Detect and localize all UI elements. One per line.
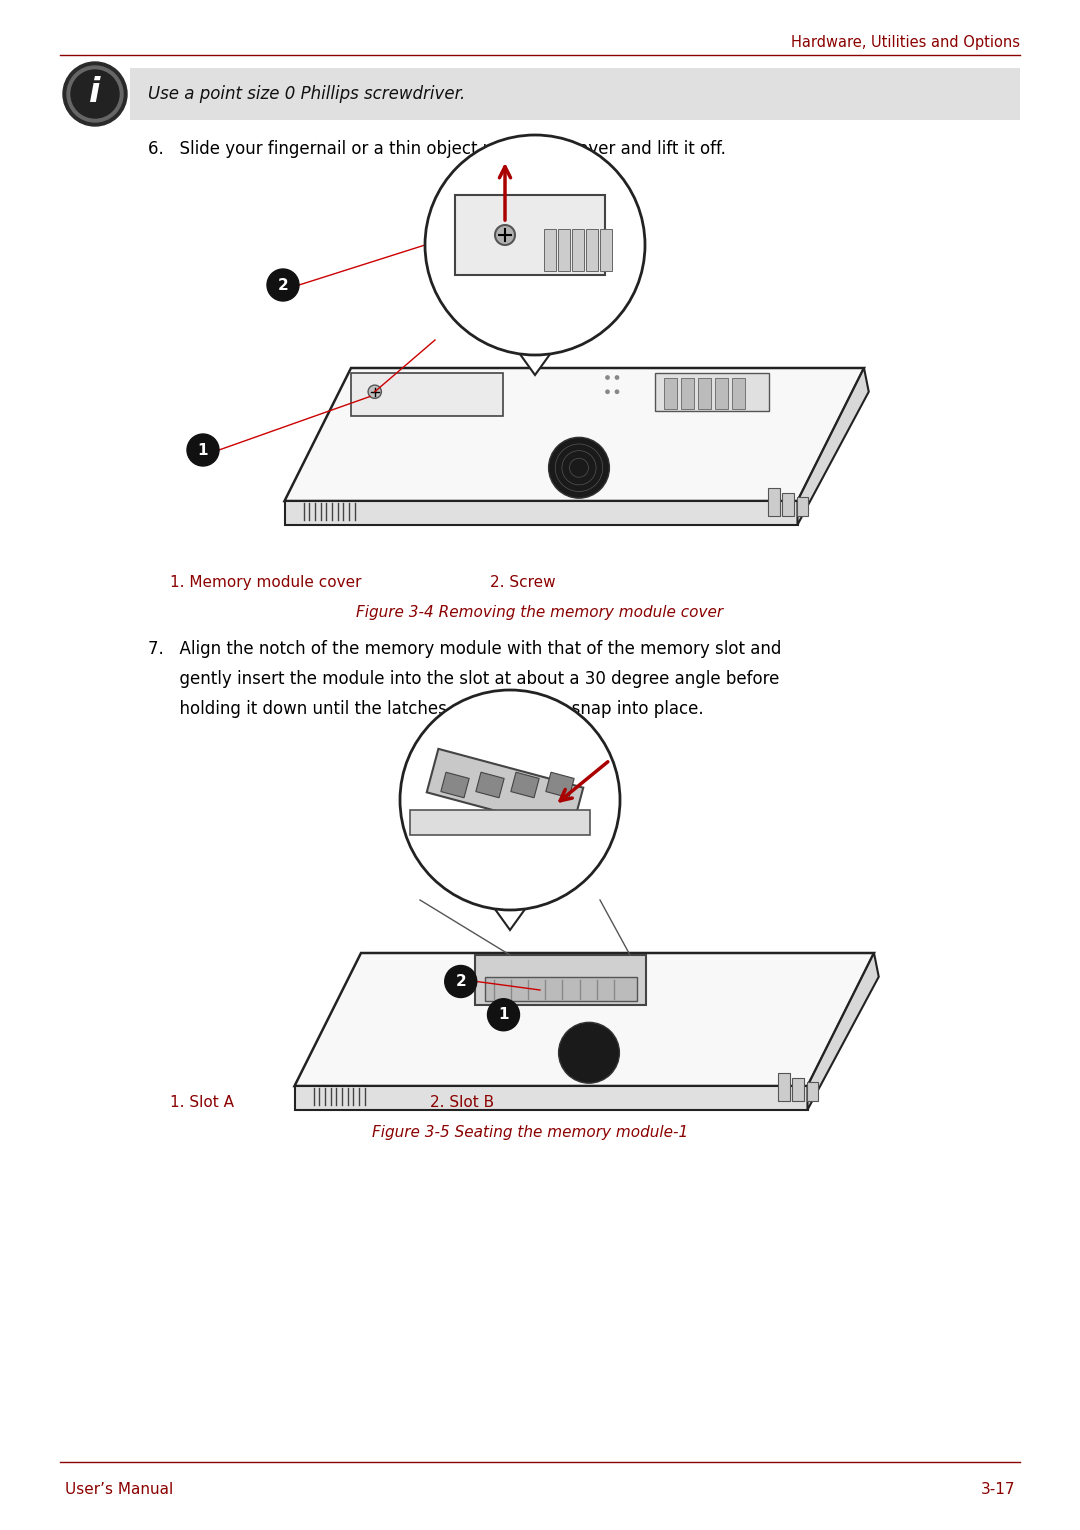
Polygon shape: [295, 1086, 808, 1109]
Polygon shape: [475, 955, 646, 1005]
FancyBboxPatch shape: [698, 378, 711, 409]
Text: 2. Slot B: 2. Slot B: [430, 1095, 495, 1109]
Circle shape: [426, 135, 645, 355]
Text: Use a point size 0 Phillips screwdriver.: Use a point size 0 Phillips screwdriver.: [148, 86, 465, 103]
FancyBboxPatch shape: [600, 230, 612, 271]
Circle shape: [368, 386, 381, 398]
Circle shape: [495, 225, 515, 245]
Polygon shape: [476, 773, 504, 797]
Polygon shape: [441, 773, 469, 797]
FancyBboxPatch shape: [680, 378, 694, 409]
FancyBboxPatch shape: [732, 378, 745, 409]
Polygon shape: [455, 194, 605, 275]
FancyBboxPatch shape: [793, 1079, 804, 1102]
Text: 7.   Align the notch of the memory module with that of the memory slot and: 7. Align the notch of the memory module …: [148, 640, 781, 658]
Polygon shape: [295, 953, 874, 1086]
FancyBboxPatch shape: [778, 1073, 789, 1102]
Polygon shape: [427, 748, 583, 831]
FancyBboxPatch shape: [807, 1082, 818, 1102]
Circle shape: [67, 66, 123, 122]
Circle shape: [487, 999, 519, 1031]
FancyBboxPatch shape: [663, 378, 677, 409]
Circle shape: [187, 435, 219, 467]
Polygon shape: [492, 906, 528, 930]
FancyBboxPatch shape: [572, 230, 584, 271]
Polygon shape: [545, 773, 575, 797]
Circle shape: [615, 389, 619, 395]
Polygon shape: [808, 953, 879, 1109]
Text: 2: 2: [456, 975, 467, 988]
Text: 1: 1: [498, 1007, 509, 1022]
Polygon shape: [511, 773, 539, 797]
Text: 2. Screw: 2. Screw: [490, 575, 555, 591]
Circle shape: [71, 70, 119, 118]
Circle shape: [558, 1022, 620, 1083]
FancyBboxPatch shape: [558, 230, 570, 271]
Text: i: i: [90, 75, 100, 109]
Circle shape: [400, 690, 620, 910]
Circle shape: [445, 965, 476, 998]
Polygon shape: [517, 350, 553, 375]
Text: 2: 2: [278, 277, 288, 292]
Circle shape: [615, 375, 619, 379]
Text: gently insert the module into the slot at about a 30 degree angle before: gently insert the module into the slot a…: [148, 670, 780, 688]
Text: Figure 3-5 Seating the memory module-1: Figure 3-5 Seating the memory module-1: [372, 1125, 688, 1140]
Polygon shape: [284, 500, 797, 525]
Text: 6.   Slide your fingernail or a thin object under the cover and lift it off.: 6. Slide your fingernail or a thin objec…: [148, 141, 726, 158]
Text: holding it down until the latches on either side snap into place.: holding it down until the latches on eit…: [148, 701, 704, 718]
FancyBboxPatch shape: [586, 230, 598, 271]
Circle shape: [63, 63, 127, 125]
Text: 1. Slot A: 1. Slot A: [170, 1095, 234, 1109]
Polygon shape: [284, 369, 864, 500]
Text: Figure 3-4 Removing the memory module cover: Figure 3-4 Removing the memory module co…: [356, 604, 724, 620]
Circle shape: [605, 389, 610, 395]
FancyBboxPatch shape: [544, 230, 556, 271]
Circle shape: [267, 269, 299, 301]
FancyBboxPatch shape: [782, 493, 794, 516]
FancyBboxPatch shape: [768, 488, 780, 516]
Text: 3-17: 3-17: [981, 1483, 1015, 1498]
Circle shape: [549, 438, 609, 499]
Polygon shape: [485, 976, 636, 1001]
Text: Hardware, Utilities and Options: Hardware, Utilities and Options: [791, 35, 1020, 49]
Text: 1. Memory module cover: 1. Memory module cover: [170, 575, 362, 591]
Text: 1: 1: [198, 442, 208, 457]
FancyBboxPatch shape: [715, 378, 728, 409]
FancyBboxPatch shape: [797, 497, 808, 516]
Polygon shape: [410, 809, 590, 835]
Text: User’s Manual: User’s Manual: [65, 1483, 173, 1498]
Polygon shape: [797, 369, 868, 525]
Circle shape: [605, 375, 610, 379]
Polygon shape: [351, 373, 503, 416]
FancyBboxPatch shape: [130, 67, 1020, 119]
Polygon shape: [654, 373, 769, 410]
